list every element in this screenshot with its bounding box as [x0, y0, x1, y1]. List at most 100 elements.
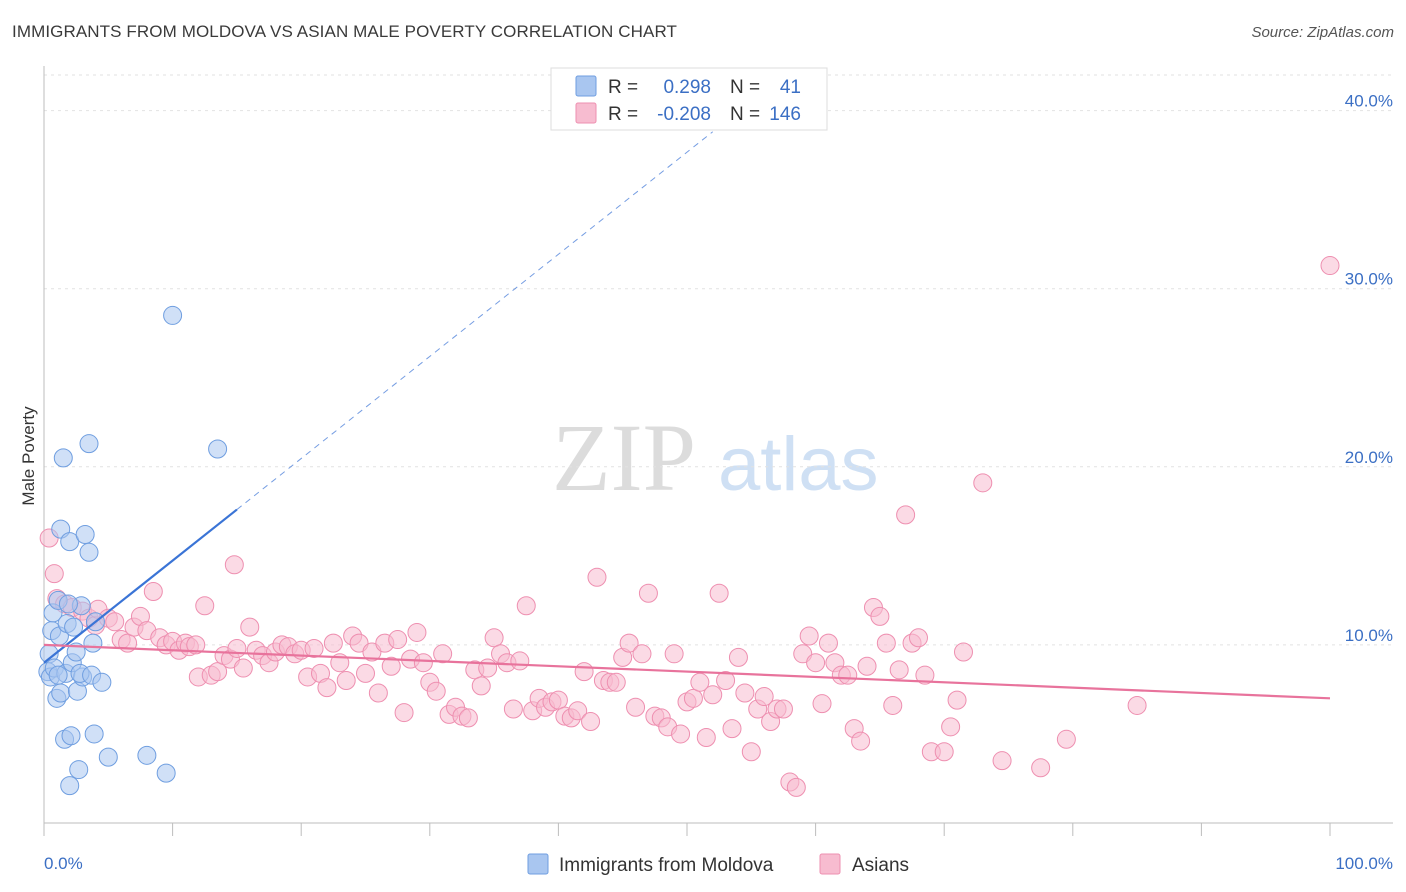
data-point	[503, 699, 523, 719]
data-point	[388, 630, 408, 650]
data-point	[941, 717, 961, 737]
data-point	[587, 567, 607, 587]
data-point	[786, 777, 806, 797]
data-point	[857, 656, 877, 676]
data-point	[992, 751, 1012, 771]
x-tick-label-max: 100.0%	[1335, 854, 1393, 873]
legend-n-value-moldova: 41	[780, 77, 801, 98]
data-point	[626, 697, 646, 717]
data-point	[818, 633, 838, 653]
data-point	[64, 617, 84, 637]
legend-r-value-moldova: 0.298	[663, 77, 711, 98]
data-point	[896, 505, 916, 525]
data-point	[433, 644, 453, 664]
data-point	[883, 695, 903, 715]
data-point	[163, 305, 183, 325]
data-point	[709, 583, 729, 603]
data-point	[696, 728, 716, 748]
watermark-atlas: atlas	[718, 422, 879, 507]
data-point	[548, 690, 568, 710]
data-point	[458, 708, 478, 728]
data-point	[1056, 729, 1076, 749]
data-point	[336, 671, 356, 691]
data-point	[92, 672, 112, 692]
data-point	[105, 612, 125, 632]
data-point	[619, 633, 639, 653]
data-point	[683, 688, 703, 708]
y-tick-label: 10.0%	[1345, 626, 1393, 645]
data-point	[66, 642, 86, 662]
data-point	[568, 701, 588, 721]
legend-swatch-moldova	[575, 75, 597, 97]
data-point	[728, 647, 748, 667]
data-point	[1031, 758, 1051, 778]
data-point	[98, 747, 118, 767]
trend-lines	[43, 131, 1331, 700]
data-point	[947, 690, 967, 710]
trend-line-moldova-extension	[236, 131, 714, 510]
data-point	[394, 703, 414, 723]
data-point	[632, 644, 652, 664]
data-point	[876, 633, 896, 653]
data-point	[510, 651, 530, 671]
x-tick-label-min: 0.0%	[44, 854, 83, 873]
data-point	[690, 672, 710, 692]
legend-bottom-swatch-moldova	[527, 853, 549, 875]
legend-r-label-asians: R =	[608, 104, 638, 125]
data-point	[908, 628, 928, 648]
data-point	[703, 685, 723, 705]
legend-r-label-moldova: R =	[608, 77, 638, 98]
data-point	[195, 596, 215, 616]
legend-bottom-label-moldova: Immigrants from Moldova	[559, 855, 774, 876]
data-point	[426, 681, 446, 701]
data-point	[953, 642, 973, 662]
data-point	[1320, 256, 1340, 276]
data-point	[208, 439, 228, 459]
data-point	[915, 665, 935, 685]
legend-bottom: Immigrants from Moldova Asians	[527, 853, 909, 876]
data-point	[79, 434, 99, 454]
data-point	[44, 564, 64, 584]
data-point	[478, 658, 498, 678]
trend-line-moldova	[43, 508, 238, 664]
axes	[43, 66, 1393, 824]
data-point	[156, 763, 176, 783]
data-point	[407, 622, 427, 642]
data-point	[716, 671, 736, 691]
data-point	[48, 665, 68, 685]
data-point	[606, 672, 626, 692]
data-point	[806, 653, 826, 673]
moldova-points	[38, 305, 228, 796]
legend-n-label-moldova: N =	[730, 77, 760, 98]
data-point	[61, 726, 81, 746]
data-point	[773, 699, 793, 719]
data-point	[224, 555, 244, 575]
data-point	[137, 745, 157, 765]
data-point	[754, 687, 774, 707]
data-point	[838, 665, 858, 685]
data-point	[664, 644, 684, 664]
data-point	[58, 594, 78, 614]
source-label: Source: ZipAtlas.com	[1251, 24, 1394, 41]
data-point	[60, 776, 80, 796]
data-point	[317, 678, 337, 698]
data-point	[581, 711, 601, 731]
data-point	[51, 683, 71, 703]
data-point	[69, 760, 89, 780]
data-point	[1127, 695, 1147, 715]
data-point	[381, 656, 401, 676]
data-point	[799, 626, 819, 646]
data-point	[84, 724, 104, 744]
data-point	[870, 606, 890, 626]
data-point	[75, 524, 95, 544]
legend-n-value-asians: 146	[769, 104, 801, 125]
trend-line-asians	[43, 643, 1331, 700]
data-point	[356, 663, 375, 683]
data-point	[304, 638, 324, 658]
legend-bottom-label-asians: Asians	[852, 855, 909, 876]
data-point	[671, 724, 691, 744]
data-point	[741, 742, 761, 762]
data-point	[53, 448, 73, 468]
y-tick-label: 20.0%	[1345, 448, 1393, 467]
